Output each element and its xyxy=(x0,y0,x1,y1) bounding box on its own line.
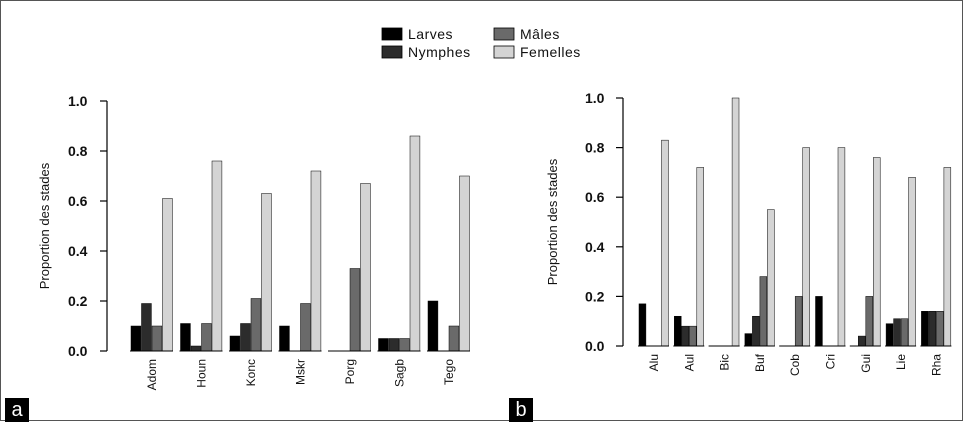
y-tick-label: 0.8 xyxy=(68,143,88,159)
bar-Aul-Larves xyxy=(674,316,681,346)
legend-label-1: Nymphes xyxy=(408,44,471,60)
bar-Alu-Femelles xyxy=(662,140,669,346)
x-tick-label: Aul xyxy=(682,354,696,371)
x-tick-label: Gui xyxy=(859,354,873,373)
y-tick-label: 0.2 xyxy=(585,288,605,304)
panel-a-tag: a xyxy=(5,398,29,422)
bar-Gui-Nymphes xyxy=(858,336,865,346)
bar-Lie-Larves xyxy=(886,324,893,346)
x-tick-label: Houn xyxy=(195,359,209,388)
x-tick-label: Mskr xyxy=(294,359,308,385)
panel-a-chart: 0.0 0.2 0.4 0.6 0.8 1.0 Proportion des stades A… xyxy=(37,93,470,390)
bar-Aul-Mâles xyxy=(689,326,696,346)
x-tick-label: Adom xyxy=(145,359,159,390)
y-tick-label: 0.6 xyxy=(68,193,88,209)
bar-Lie-Mâles xyxy=(901,319,908,346)
y-axis-title: Proportion des stades xyxy=(37,162,52,289)
y-tick-label: 0.4 xyxy=(68,243,88,259)
bar-Rha-Mâles xyxy=(936,311,943,346)
bar-Konc-Femelles xyxy=(262,194,272,352)
bar-Rha-Larves xyxy=(921,311,928,346)
y-tick-label: 0.8 xyxy=(585,140,605,156)
x-tick-label: Cri xyxy=(824,354,838,369)
y-tick-label: 1.0 xyxy=(68,93,88,109)
legend-label-2: Mâles xyxy=(520,26,560,42)
x-tick-label: Cob xyxy=(788,354,802,376)
x-tick-label: Tego xyxy=(442,359,456,385)
y-tick-label: 0.6 xyxy=(585,189,605,205)
legend-swatch-1 xyxy=(382,46,402,58)
bar-Sagb-Mâles xyxy=(400,339,410,352)
bar-Gui-Mâles xyxy=(866,296,873,346)
bar-Aul-Femelles xyxy=(697,167,704,346)
bar-Rha-Femelles xyxy=(944,167,951,346)
bar-Bic-Femelles xyxy=(732,98,739,346)
bar-Alu-Larves xyxy=(639,304,646,346)
bar-Houn-Nymphes xyxy=(191,346,201,351)
bar-Lie-Nymphes xyxy=(894,319,901,346)
legend: Larves Nymphes Mâles Femelles xyxy=(382,26,581,60)
bar-Tego-Femelles xyxy=(460,176,470,351)
bar-Rha-Nymphes xyxy=(929,311,936,346)
legend-label-3: Femelles xyxy=(520,44,581,60)
x-tick-label: Lie xyxy=(894,354,908,370)
bar-Konc-Larves xyxy=(230,336,240,351)
panel-b-chart: 0.0 0.2 0.4 0.6 0.8 1.0 Proportion des stades A… xyxy=(545,90,951,376)
y-tick-label: 0.0 xyxy=(68,343,88,359)
legend-swatch-2 xyxy=(494,28,514,40)
legend-label-0: Larves xyxy=(408,26,453,42)
bar-Cob-Femelles xyxy=(803,148,810,346)
bar-Konc-Nymphes xyxy=(241,324,251,352)
y-tick-label: 0.2 xyxy=(68,293,88,309)
panel-b-tag-text: b xyxy=(515,399,526,421)
panel-a-tag-text: a xyxy=(11,399,22,421)
legend-swatch-3 xyxy=(494,46,514,58)
bar-Houn-Mâles xyxy=(202,324,212,352)
bar-Mskr-Mâles xyxy=(301,304,311,352)
bar-Tego-Mâles xyxy=(449,326,459,351)
bar-Adom-Mâles xyxy=(152,326,162,351)
y-tick-label: 0.0 xyxy=(585,338,605,354)
bar-Adom-Larves xyxy=(131,326,141,351)
x-tick-label: Bic xyxy=(718,354,732,371)
y-tick-label: 1.0 xyxy=(585,90,605,106)
x-tick-label: Rha xyxy=(929,354,943,376)
bar-Tego-Larves xyxy=(428,301,438,351)
bar-Porg-Mâles xyxy=(350,269,360,352)
bar-Mskr-Femelles xyxy=(311,171,321,351)
x-tick-label: Porg xyxy=(343,359,357,384)
bar-Buf-Nymphes xyxy=(752,316,759,346)
bar-Houn-Larves xyxy=(181,324,191,352)
y-axis-title: Proportion des stades xyxy=(545,158,560,285)
bar-Porg-Femelles xyxy=(361,184,371,352)
bar-Houn-Femelles xyxy=(212,161,222,351)
bar-Buf-Larves xyxy=(745,334,752,346)
bar-Lie-Femelles xyxy=(909,177,916,346)
x-tick-label: Konc xyxy=(244,359,258,386)
bar-Buf-Femelles xyxy=(767,210,774,346)
bar-Adom-Femelles xyxy=(163,199,173,352)
bar-Buf-Mâles xyxy=(760,277,767,346)
bar-Gui-Femelles xyxy=(873,158,880,346)
bar-Cob-Mâles xyxy=(795,296,802,346)
x-tick-label: Alu xyxy=(647,354,661,371)
bar-Sagb-Femelles xyxy=(410,136,420,351)
bar-Aul-Nymphes xyxy=(682,326,689,346)
x-tick-label: Sagb xyxy=(393,359,407,387)
y-tick-label: 0.4 xyxy=(585,239,605,255)
x-tick-label: Buf xyxy=(753,353,767,372)
bar-Mskr-Larves xyxy=(280,326,290,351)
bar-Adom-Nymphes xyxy=(142,304,152,352)
bar-Cri-Femelles xyxy=(838,148,845,346)
bar-Sagb-Larves xyxy=(379,339,389,352)
bar-Konc-Mâles xyxy=(251,299,261,352)
legend-swatch-0 xyxy=(382,28,402,40)
bar-Cri-Larves xyxy=(816,296,823,346)
bar-Sagb-Nymphes xyxy=(389,339,399,352)
panel-b-tag: b xyxy=(509,398,533,422)
